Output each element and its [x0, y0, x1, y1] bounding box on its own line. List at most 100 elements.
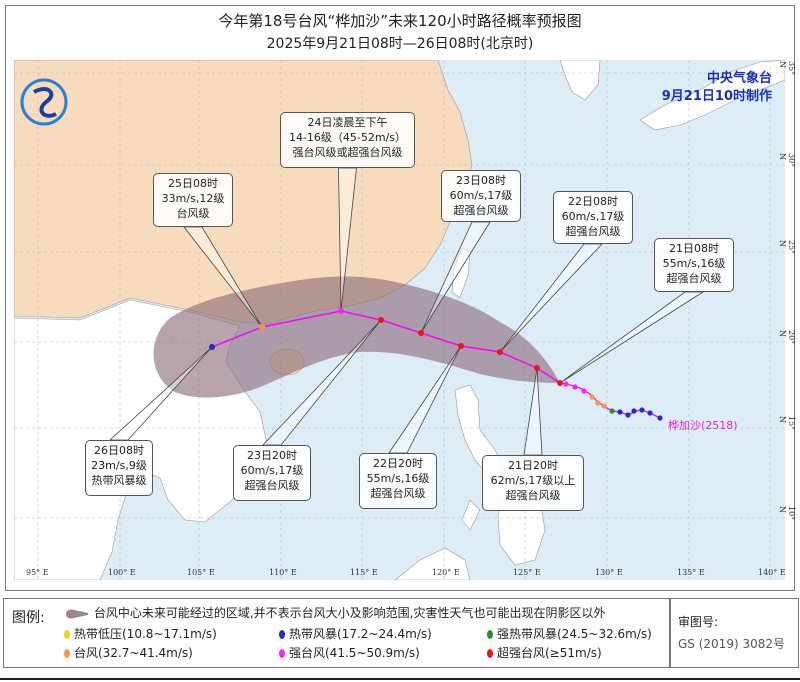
forecast-callout: 23日20时 60m/s,17级 超强台风级	[233, 445, 311, 501]
legend-item-label: 强台风(41.5~50.9m/s)	[289, 646, 420, 660]
past-point-sty	[572, 384, 578, 390]
lon-tick-label: 95° E	[26, 568, 49, 577]
agency-name: 中央气象台	[706, 71, 772, 86]
past-point-ts	[639, 407, 645, 413]
legend-item-label: 热带风暴(17.2~24.4m/s)	[289, 627, 432, 641]
lat-tick-label: 35° N	[778, 61, 796, 76]
callout-pointer	[183, 226, 263, 328]
callout-time: 25日08时	[168, 177, 218, 190]
borneo-land	[394, 547, 471, 580]
legend-item-label: 热带低压(10.8~17.1m/s)	[74, 627, 217, 641]
lon-tick-label: 135° E	[677, 568, 705, 577]
legend-item: 热带风暴(17.2~24.4m/s)	[279, 625, 432, 642]
callout-wind: 33m/s,12级	[161, 192, 225, 205]
callout-wind: 60m/s,17级	[561, 210, 625, 223]
past-point-sty	[581, 388, 587, 394]
forecast-callout: 21日08时 55m/s,16级 超强台风级	[654, 238, 734, 292]
lon-tick-label: 120° E	[432, 568, 460, 577]
bottom-rule	[0, 678, 800, 680]
legend-title: 图例:	[12, 610, 45, 626]
callout-wind: 62m/s,17级以上	[490, 474, 576, 487]
callout-wind: 14-16级（45-52m/s）	[288, 131, 407, 144]
callout-time: 26日08时	[94, 444, 144, 457]
legend-cone-text: 台风中心未来可能经过的区域,并不表示台风大小及影响范围,灾害性天气也可能出现在阴…	[93, 606, 606, 620]
forecast-callout: 21日20时 62m/s,17级以上 超强台风级	[482, 455, 584, 511]
typhoon-symbol-icon	[487, 649, 493, 658]
callout-time: 23日08时	[456, 174, 506, 187]
lon-tick-label: 105° E	[187, 568, 215, 577]
lat-tick-label: 30° N	[778, 153, 796, 168]
forecast-point-super_ty[interactable]	[534, 365, 540, 371]
legend-cone-entry: 台风中心未来可能经过的区域,并不表示台风大小及影响范围,灾害性天气也可能出现在阴…	[64, 604, 605, 621]
agency-block: 中央气象台 9月21日10时制作	[662, 70, 772, 106]
callout-category: 超强台风级	[244, 479, 300, 492]
past-point-ty	[589, 394, 595, 400]
typhoon-symbol-icon	[64, 630, 70, 639]
typhoon-symbol-icon	[64, 649, 70, 658]
callout-wind: 60m/s,17级	[240, 464, 304, 477]
callout-time: 21日20时	[508, 459, 558, 472]
past-point-sty	[563, 381, 569, 387]
past-track-points	[563, 381, 663, 421]
callout-category: 超强台风级	[453, 204, 509, 217]
typhoon-symbol-icon	[279, 649, 285, 658]
forecast-point-sty[interactable]	[338, 308, 344, 314]
forecast-track-points	[209, 308, 563, 386]
review-box: 审图号: GS (2019) 3082号	[669, 598, 799, 668]
typhoon-symbol-icon	[279, 630, 285, 639]
past-point-ty	[595, 400, 601, 406]
forecast-callout: 24日凌晨至下午 14-16级（45-52m/s） 强台风级或超强台风级	[280, 112, 415, 168]
callout-category: 热带风暴级	[91, 474, 147, 487]
forecast-point-ty[interactable]	[259, 324, 265, 330]
lat-tick-label: 15° N	[778, 416, 796, 431]
forecast-point-ts[interactable]	[209, 344, 215, 350]
past-point-ts	[657, 415, 663, 421]
review-number: GS (2019) 3082号	[678, 637, 785, 651]
probability-cone	[153, 276, 561, 398]
past-point-sts	[609, 408, 615, 414]
callout-wind: 55m/s,16级	[662, 257, 726, 270]
forecast-callout: 26日08时 23m/s,9级 热带风暴级	[85, 440, 153, 496]
forecast-point-super_ty[interactable]	[497, 349, 503, 355]
cma-logo	[20, 78, 68, 126]
lon-tick-label: 110° E	[269, 568, 297, 577]
forecast-callout: 25日08时 33m/s,12级 台风级	[153, 173, 233, 227]
callout-category: 超强台风级	[370, 487, 426, 500]
review-label: 审图号:	[678, 615, 719, 629]
map-subtitle: 2025年9月21日08时—26日08时(北京时)	[266, 36, 534, 52]
callout-category: 台风级	[176, 207, 210, 220]
lon-tick-label: 130° E	[595, 568, 623, 577]
lon-tick-label: 100° E	[108, 568, 136, 577]
legend: 图例: 台风中心未来可能经过的区域,并不表示台风大小及影响范围,灾害性天气也可能…	[3, 598, 671, 668]
legend-item: 台风(32.7~41.4m/s)	[64, 644, 193, 661]
forecast-point-super_ty[interactable]	[378, 317, 384, 323]
callout-category: 超强台风级	[505, 489, 561, 502]
legend-item: 热带低压(10.8~17.1m/s)	[64, 625, 217, 642]
callout-pointer	[559, 291, 705, 384]
map-title: 今年第18号台风“桦加沙”未来120小时路径概率预报图	[218, 12, 582, 30]
callout-time: 24日凌晨至下午	[307, 116, 388, 129]
callout-category: 强台风级或超强台风级	[292, 146, 403, 159]
past-point-ts	[631, 408, 637, 414]
callout-pointers	[108, 167, 705, 456]
korea-japan-land	[559, 60, 785, 131]
past-point-ty	[601, 403, 607, 409]
legend-item-label: 强热带风暴(24.5~32.6m/s)	[497, 627, 652, 641]
forecast-point-super_ty[interactable]	[557, 380, 563, 386]
lon-tick-label: 125° E	[513, 568, 541, 577]
forecast-point-super_ty[interactable]	[458, 343, 464, 349]
forecast-point-super_ty[interactable]	[418, 330, 424, 336]
legend-item: 强热带风暴(24.5~32.6m/s)	[487, 625, 652, 642]
callout-time: 22日20时	[373, 457, 423, 470]
callout-pointer	[338, 167, 357, 312]
lat-tick-label: 25° N	[778, 240, 796, 255]
callout-pointer	[420, 221, 491, 334]
forecast-callout: 22日20时 55m/s,16级 超强台风级	[359, 453, 437, 509]
callout-time: 22日08时	[568, 195, 618, 208]
forecast-callout: 22日08时 60m/s,17级 超强台风级	[553, 191, 633, 244]
callout-time: 21日08时	[669, 242, 719, 255]
past-point-ts	[617, 409, 623, 415]
legend-item-label: 超强台风(≥51m/s)	[497, 646, 602, 660]
callout-wind: 60m/s,17级	[449, 189, 513, 202]
